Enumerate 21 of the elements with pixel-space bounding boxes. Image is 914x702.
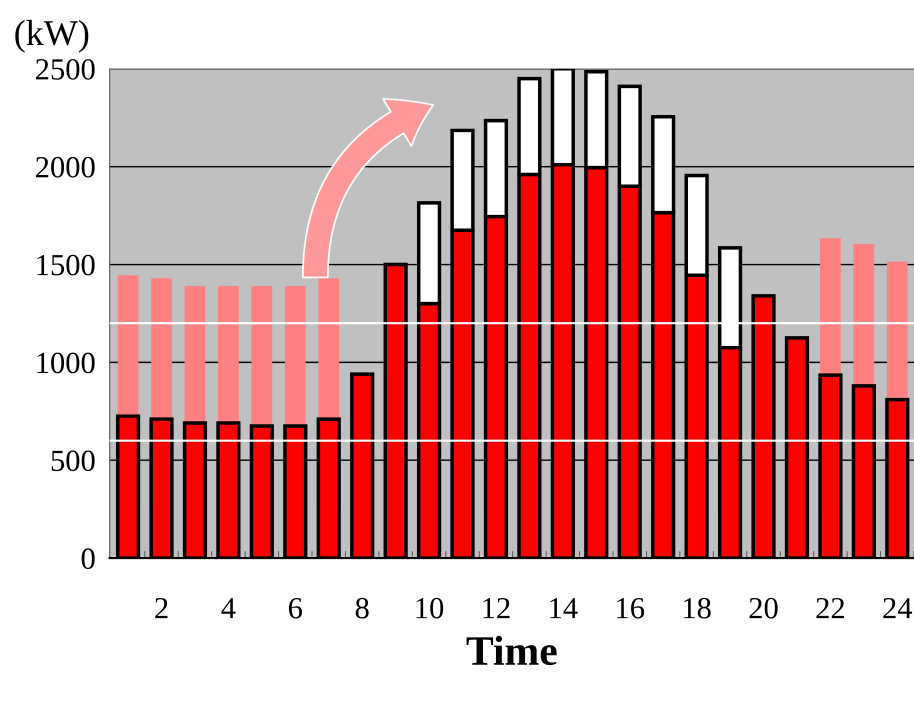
x-tick-label: 12 (483, 598, 510, 618)
x-tick-label: 24 (883, 598, 912, 618)
x-tick-label: 2 (155, 598, 168, 618)
y-tick-label: 1500 (37, 254, 95, 276)
x-tick-label: 18 (684, 598, 711, 618)
y-tick-label: 1000 (37, 352, 95, 374)
x-tick-label: 22 (816, 598, 844, 618)
x-tick-label: 4 (221, 598, 236, 618)
y-tick-label: 500 (52, 450, 95, 472)
x-tick-label: 14 (550, 598, 578, 618)
x-tick-label: 20 (750, 598, 778, 618)
x-tick-label: 6 (288, 598, 302, 618)
y-tick-label: 2500 (36, 59, 95, 80)
y-tick-label: 0 (82, 548, 95, 569)
bar (853, 244, 874, 386)
x-axis-title: Time (466, 636, 557, 666)
y-tick-label: 2000 (36, 156, 95, 178)
x-tick-label: 16 (617, 598, 644, 618)
x-tick-label: 10 (416, 598, 444, 618)
x-tick-label: 8 (356, 598, 369, 618)
y-axis-title: (kW) (15, 20, 88, 53)
